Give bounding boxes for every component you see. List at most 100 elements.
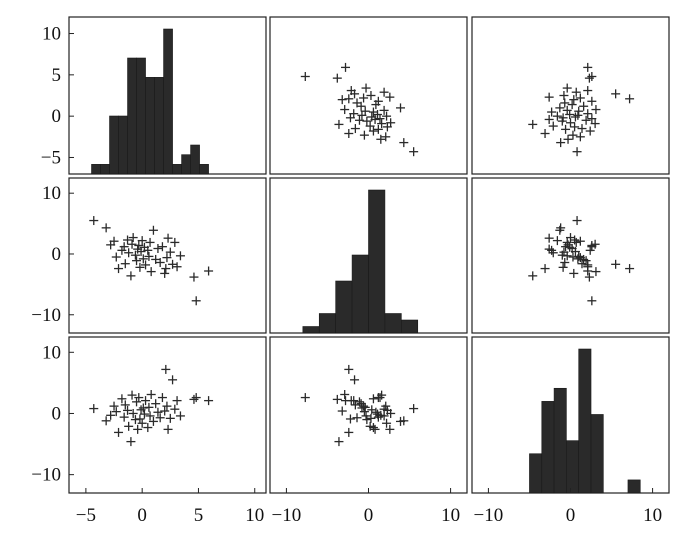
scatter-point (368, 107, 378, 117)
scatter-point (371, 407, 381, 417)
y-tick-label: 10 (42, 183, 61, 204)
scatter-point (373, 393, 383, 403)
scatter-point (396, 416, 406, 426)
scatter-point (345, 414, 355, 424)
scatter-point (172, 262, 182, 272)
scatter-point (145, 411, 155, 421)
histogram-bar (401, 319, 419, 334)
scatter-point (344, 94, 354, 104)
histogram-bar (136, 57, 146, 175)
scatter-point (170, 237, 180, 247)
scatter-point (540, 264, 550, 274)
scatter-point (120, 259, 130, 269)
scatter-point (590, 119, 600, 129)
scatter-point (625, 94, 635, 104)
y-tick-label: 0 (52, 106, 62, 127)
scatter-point (204, 266, 214, 276)
scatter-point (126, 271, 136, 281)
scatter-point (571, 87, 581, 97)
scatter-point (144, 251, 154, 261)
scatter-point (368, 423, 378, 433)
scatter-point (352, 413, 362, 423)
scatter-point (540, 129, 550, 139)
scatter-point (165, 247, 175, 257)
scatter-point (352, 98, 362, 108)
scatter-point (189, 394, 199, 404)
scatter-point (572, 216, 582, 226)
scatter-point (139, 409, 149, 419)
y-tick-label: 10 (42, 342, 61, 363)
scatter-point (361, 83, 371, 93)
scatter-point (340, 390, 350, 400)
x-tick-label: 5 (194, 505, 204, 526)
scatter-point (337, 95, 347, 105)
scatter-point (114, 264, 124, 274)
scatter-point (562, 105, 572, 115)
scatter-point (134, 240, 144, 250)
scatter-point (568, 130, 578, 140)
scatter-point (379, 87, 389, 97)
scatter-point (157, 393, 167, 403)
scatter-point (344, 427, 354, 437)
scatter-point (341, 396, 351, 406)
scatter-point (396, 103, 406, 113)
scatter-point (126, 437, 136, 447)
scatter-point (560, 257, 570, 267)
scatter-point (111, 252, 121, 262)
scatter-point (114, 427, 124, 437)
scatter-point (172, 396, 182, 406)
scatter-point (359, 401, 369, 411)
histogram-bar (368, 189, 386, 334)
y-tick-label: 0 (52, 244, 62, 265)
panel-r1-c2 (471, 177, 670, 334)
scatter-point (340, 105, 350, 115)
scatter-point (362, 415, 372, 425)
y-tick-label: 10 (42, 24, 61, 45)
panel-r2-c1 (269, 336, 468, 494)
x-tick-label: −5 (76, 505, 96, 526)
histogram-bar (627, 479, 641, 494)
scatter-point (587, 71, 597, 81)
scatter-point (575, 93, 585, 103)
scatter-point (337, 406, 347, 416)
scatter-point (141, 260, 151, 270)
scatter-point (133, 424, 143, 434)
scatter-point (155, 257, 165, 267)
scatter-point (111, 407, 121, 417)
x-tick-label: 10 (245, 505, 264, 526)
x-tick-label: 10 (643, 505, 662, 526)
scatter-point (569, 268, 579, 278)
scatter-point (361, 411, 371, 421)
histogram-bar (335, 280, 353, 334)
scatter-point (563, 134, 573, 144)
scatter-point (587, 96, 597, 106)
scatter-point (191, 296, 201, 306)
scatter-point (625, 264, 635, 274)
scatter-point (143, 245, 153, 255)
scatter-point (332, 394, 342, 404)
scatter-point (157, 242, 167, 252)
scatter-point (165, 413, 175, 423)
scatter-point (109, 236, 119, 246)
scatter-point (377, 119, 387, 129)
histogram-bar (199, 164, 209, 175)
histogram-bar (127, 57, 137, 175)
y-tick-label: 0 (52, 403, 62, 424)
scatter-point (160, 406, 170, 416)
scatter-point (581, 115, 591, 125)
scatter-point (204, 396, 214, 406)
scatter-point (574, 106, 584, 116)
scatter-point (373, 124, 383, 134)
scatter-point (570, 122, 580, 132)
scatter-point (552, 111, 562, 121)
scatter-point (106, 410, 116, 420)
scatter-point (583, 62, 593, 72)
scatter-point (587, 296, 597, 306)
scatter-point (574, 251, 584, 261)
scatter-point (569, 95, 579, 105)
scatter-point (137, 236, 147, 246)
scatter-point (575, 236, 585, 246)
scatter-point (587, 242, 597, 252)
scatter-point (334, 119, 344, 129)
scatter-point (561, 124, 571, 134)
